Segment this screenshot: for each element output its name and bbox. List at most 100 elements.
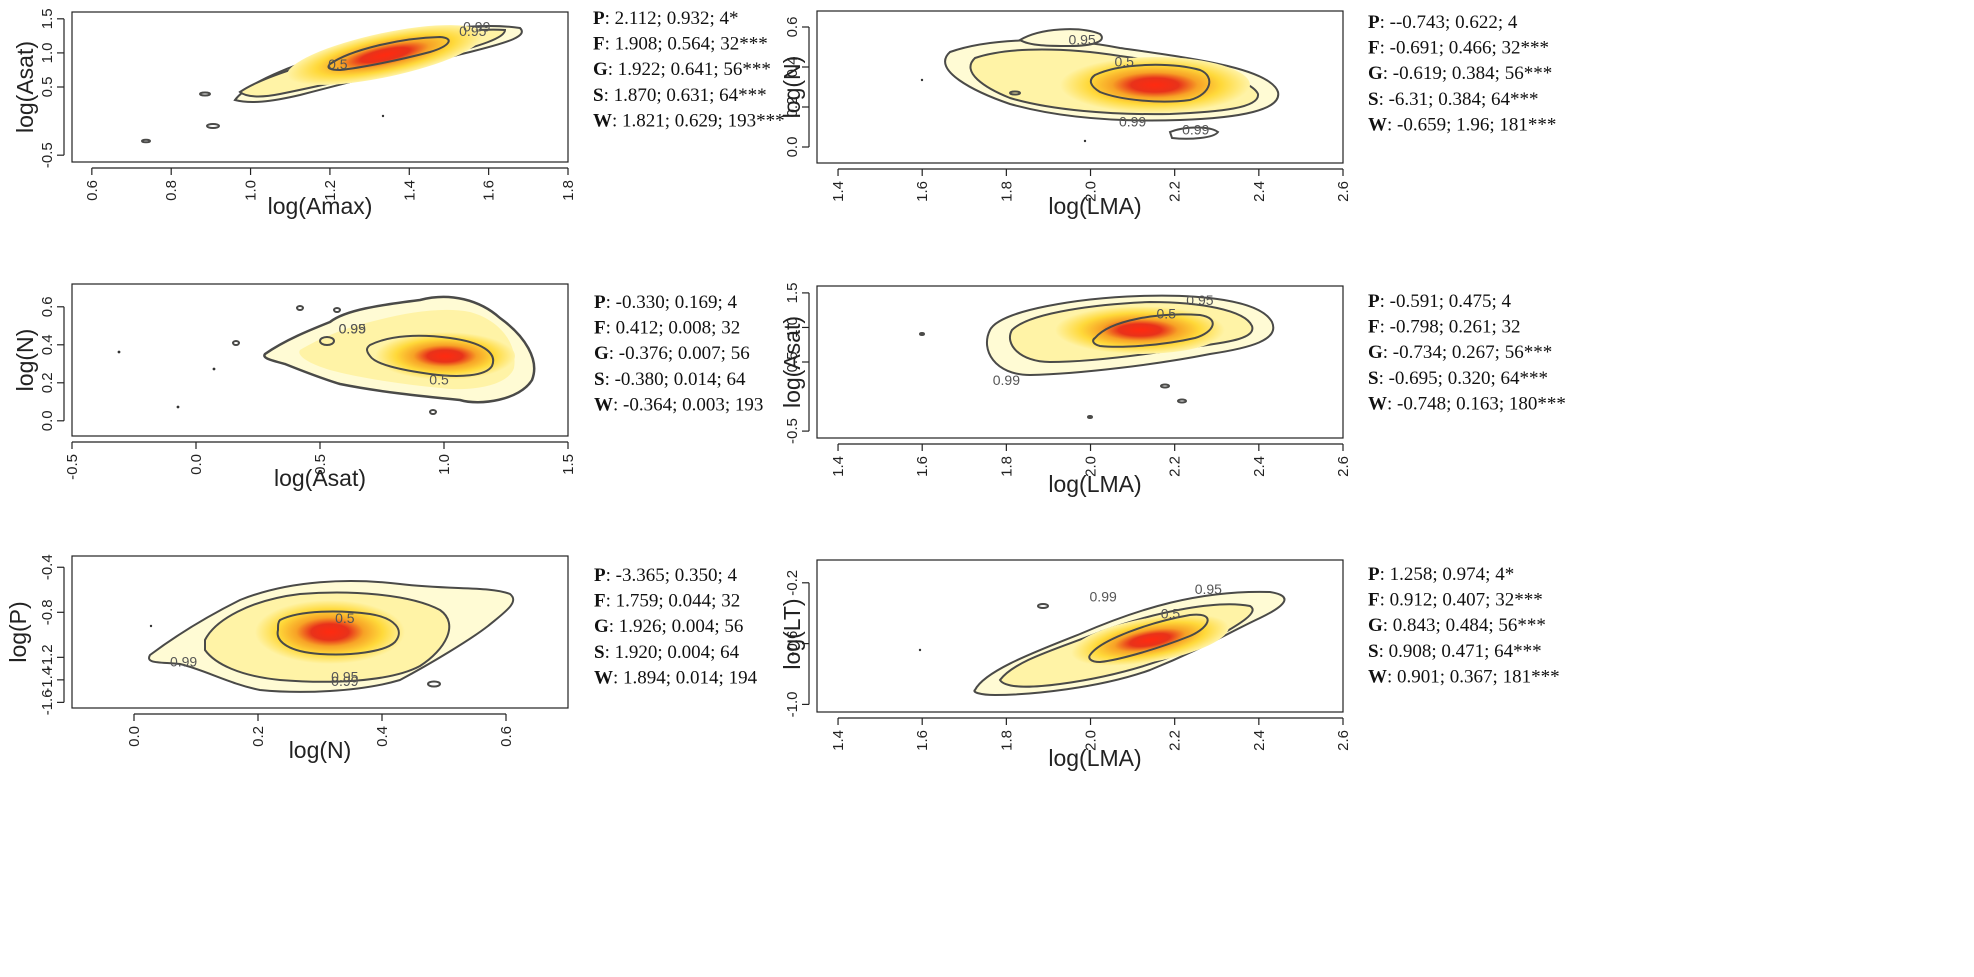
plot-frame [816,559,1344,713]
stat-line: G: 0.843; 0.484; 56*** [1368,615,1546,636]
contour-label: 0.99 [1090,589,1117,605]
y-axis: 0.0 0.2 0.4 0.6 [784,17,810,158]
stat-key: F [594,591,606,612]
data-point [1083,139,1087,143]
y-tick-label: -0.5 [39,142,56,168]
x-axis-label: log(Amax) [268,193,373,219]
contour-labels: 0.95 0.5 0.99 0.99 [1068,32,1209,138]
x-tick-label: 2.2 [1167,456,1184,477]
x-tick-label: 2.0 [1083,456,1100,477]
density-layer [920,28,1280,143]
stat-key: P [594,565,606,586]
contour-05 [327,35,450,72]
density-core [375,332,515,380]
y-tick-label: 0.6 [784,17,801,38]
stat-line: F: 0.412; 0.008; 32 [594,318,740,339]
y-tick-label: 0.5 [784,352,801,373]
y-axis-label: log(P) [5,601,31,662]
density-core [287,25,483,85]
stat-line: F: 0.912; 0.407; 32*** [1368,590,1543,611]
stat-line: S: -6.31; 0.384; 64*** [1368,89,1539,110]
stat-key: S [594,642,605,663]
x-axis-label: log(LMA) [1048,471,1141,497]
x-tick-label: 1.8 [998,181,1015,202]
x-tick-label: 0.6 [498,726,515,747]
y-tick-label: 1.5 [784,282,801,303]
x-tick-label: 1.8 [998,730,1015,751]
y-tick-label: 0.5 [39,77,56,98]
x-tick-label: 1.8 [998,456,1015,477]
stat-line: P: -3.365; 0.350; 4 [594,565,738,586]
y-tick-label: 1.0 [784,317,801,338]
stat-key: S [593,85,604,106]
y-axis-label: log(Asat) [12,41,38,133]
stat-key: W [1368,666,1387,687]
contour-label: 0.5 [1157,306,1177,322]
stat-key: P [594,292,606,313]
stat-value: : 1.908; 0.564; 32*** [605,34,768,55]
stat-key: W [594,394,613,415]
x-tick-label: 2.4 [1251,181,1268,202]
y-tick-label: 0.0 [784,137,801,158]
stat-key: G [594,616,609,637]
outlier-contour [319,336,335,346]
stat-line: F: -0.798; 0.261; 32 [1368,317,1521,338]
x-tick-label: 0.0 [126,726,143,747]
stat-line: W: -0.748; 0.163; 180*** [1368,393,1566,414]
stat-key: P [593,8,605,29]
contour-island [1168,126,1220,140]
x-tick-label: 2.4 [1251,730,1268,751]
density-layer [117,295,536,415]
contour-05 [1088,613,1209,664]
stat-line: G: -0.376; 0.007; 56 [594,343,750,364]
y-axis: -1.6-1.4-1.2 -0.8 -0.4 [39,554,65,715]
contour-label: 0.5 [1114,54,1134,70]
contour-label: 0.99 [331,673,358,689]
x-axis: 0.6 0.8 1.0 1.2 1.4 1.6 1.8 [84,167,577,201]
data-point [117,350,121,354]
stat-key: W [1368,114,1387,135]
stat-key: F [1368,317,1380,338]
contour-label: 0.5 [335,610,355,626]
contour-labels: 0.990.950.5 [328,18,490,71]
x-tick-label: 1.0 [436,454,453,475]
stat-key: W [594,667,613,688]
panel-3: 0.990.950.5 -0.5 0.0 0.5 1.0 1.5 0.00.20.40.… [12,283,763,491]
outlier-contour [141,138,151,144]
x-tick-label: 0.6 [84,180,101,201]
stats-block: P: 1.258; 0.974; 4*F: 0.912; 0.407; 32**… [1368,564,1560,687]
stat-key: G [1368,342,1383,363]
x-axis-label: log(LMA) [1048,745,1141,771]
stat-key: P [1368,291,1380,312]
data-point [920,78,924,82]
contour-05 [1092,313,1214,348]
outlier-contour [1160,383,1170,389]
stat-key: G [1368,615,1383,636]
x-axis-label: log(LMA) [1048,193,1141,219]
stat-value: : -0.376; 0.007; 56 [609,343,750,364]
x-tick-label: 2.0 [1083,730,1100,751]
contour-05 [276,610,400,656]
contour-label: 0.99 [993,372,1020,388]
data-point [212,367,216,371]
x-tick-label: 1.4 [830,456,847,477]
stat-line: G: -0.734; 0.267; 56*** [1368,342,1552,363]
y-tick-label: 0.2 [784,97,801,118]
stat-line: W: -0.659; 1.96; 181*** [1368,114,1556,135]
contour-labels: 0.990.950.5 [339,320,449,387]
stat-value: : -0.380; 0.014; 64 [605,369,746,390]
x-tick-label: 2.6 [1335,181,1352,202]
x-tick-label: 0.8 [163,180,180,201]
y-tick-label: -0.8 [39,599,56,625]
x-axis-label: log(Asat) [274,465,366,491]
outlier-contour [429,409,437,415]
stat-key: G [593,59,608,80]
panel-2: 0.95 0.5 0.99 0.99 1.4 1.6 1.8 2.0 2.2 2.4 2.6 0.… [779,10,1556,219]
stat-value: : 0.901; 0.367; 181*** [1387,666,1560,687]
y-tick-label: -1.0 [784,691,801,717]
stat-line: S: -0.380; 0.014; 64 [594,369,746,390]
x-axis-label: log(N) [289,737,352,763]
contour-label: 0.95 [1186,292,1213,308]
contour-label: 0.99 [170,654,197,670]
